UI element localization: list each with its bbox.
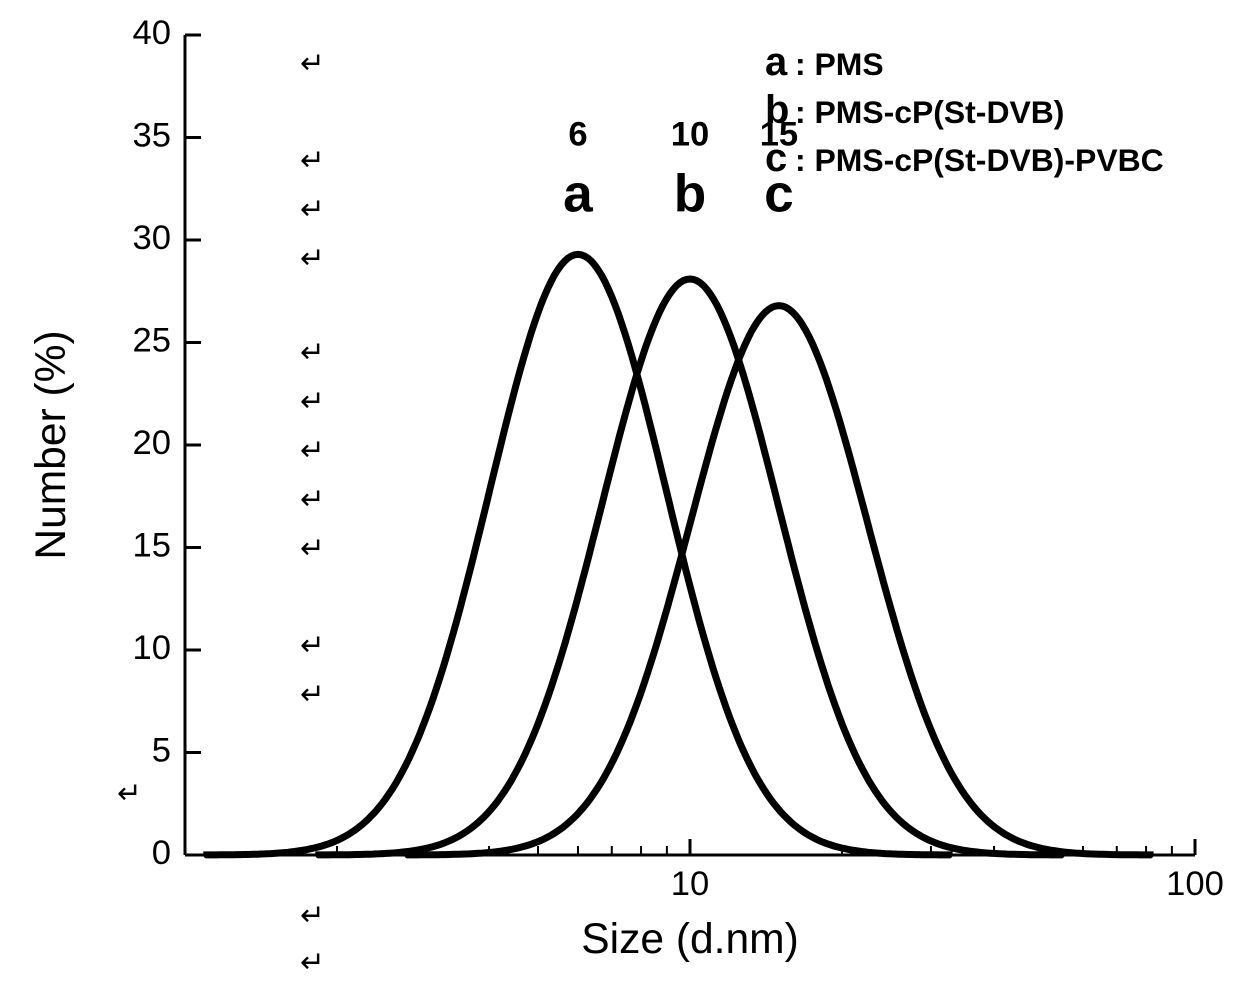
y-tick-label: 25 xyxy=(133,322,171,360)
artifact-glyph: ↵ xyxy=(300,947,325,979)
peak-letter-a: a xyxy=(563,164,593,223)
y-tick-label: 30 xyxy=(133,219,171,257)
artifact-glyph: ↵ xyxy=(300,435,325,467)
peak-letter-b: b xyxy=(674,164,707,223)
artifact-glyph: ↵ xyxy=(117,778,142,810)
size-distribution-chart: 0 5 10 15 20 25 30 35 40 10 100 Size (d.nm) Number (… xyxy=(0,0,1240,981)
legend-key-c: c xyxy=(765,136,787,180)
x-axis-title: Size (d.nm) xyxy=(581,915,799,963)
artifact-glyph: ↵ xyxy=(300,900,325,932)
artifact-glyph: ↵ xyxy=(300,194,325,226)
y-tick-label: 20 xyxy=(133,424,171,462)
x-tick-label: 100 xyxy=(1166,865,1224,903)
y-tick-label: 10 xyxy=(133,629,171,667)
legend-key-b: b xyxy=(765,88,789,132)
legend-text-c: : PMS-cP(St-DVB)-PVBC xyxy=(795,142,1164,178)
y-tick-label: 15 xyxy=(133,527,171,565)
y-tick-label: 40 xyxy=(133,14,171,52)
legend-text-a: : PMS xyxy=(795,46,884,82)
peak-value-b: 10 xyxy=(671,116,709,154)
y-tick-label: 0 xyxy=(152,834,171,872)
y-axis-title: Number (%) xyxy=(27,330,75,559)
legend-text-b: : PMS-cP(St-DVB) xyxy=(795,94,1064,130)
artifact-glyph: ↵ xyxy=(300,533,325,565)
peak-value-a: 6 xyxy=(568,116,587,154)
artifact-glyph: ↵ xyxy=(300,48,325,80)
artifact-glyph: ↵ xyxy=(300,337,325,369)
y-tick-label: 5 xyxy=(152,732,171,770)
artifact-glyph: ↵ xyxy=(300,243,325,275)
artifact-glyph: ↵ xyxy=(300,630,325,662)
legend-key-a: a xyxy=(765,40,788,84)
x-tick-label: 10 xyxy=(671,865,709,903)
artifact-glyph: ↵ xyxy=(300,145,325,177)
artifact-glyph: ↵ xyxy=(300,679,325,711)
artifact-glyph: ↵ xyxy=(300,386,325,418)
artifact-glyph: ↵ xyxy=(300,484,325,516)
y-tick-label: 35 xyxy=(133,117,171,155)
